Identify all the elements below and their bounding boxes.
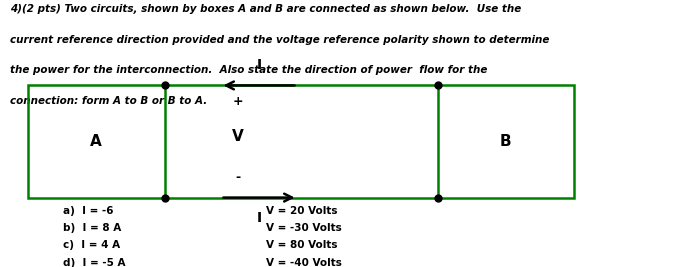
Text: b)  I = 8 A: b) I = 8 A xyxy=(63,223,121,233)
Text: +: + xyxy=(232,95,244,108)
Text: -: - xyxy=(235,171,241,184)
Text: V = 20 Volts: V = 20 Volts xyxy=(266,206,337,215)
Text: d)  I = -5 A: d) I = -5 A xyxy=(63,258,125,267)
Text: V = -30 Volts: V = -30 Volts xyxy=(266,223,342,233)
Text: I: I xyxy=(256,211,262,225)
Text: the power for the interconnection.  Also state the direction of power  flow for : the power for the interconnection. Also … xyxy=(10,65,488,75)
Text: c)  I = 4 A: c) I = 4 A xyxy=(63,240,120,250)
Text: 4)(2 pts) Two circuits, shown by boxes A and B are connected as shown below.  Us: 4)(2 pts) Two circuits, shown by boxes A… xyxy=(10,4,522,14)
Text: current reference direction provided and the voltage reference polarity shown to: current reference direction provided and… xyxy=(10,35,550,45)
Text: I: I xyxy=(256,58,262,72)
Text: a)  I = -6: a) I = -6 xyxy=(63,206,113,215)
Bar xyxy=(28,85,164,198)
Text: B: B xyxy=(500,134,512,149)
Text: connection: form A to B or B to A.: connection: form A to B or B to A. xyxy=(10,96,208,106)
Text: V = -40 Volts: V = -40 Volts xyxy=(266,258,342,267)
Bar xyxy=(438,85,574,198)
Text: V = 80 Volts: V = 80 Volts xyxy=(266,240,337,250)
Text: A: A xyxy=(90,134,102,149)
Text: V: V xyxy=(232,129,244,144)
